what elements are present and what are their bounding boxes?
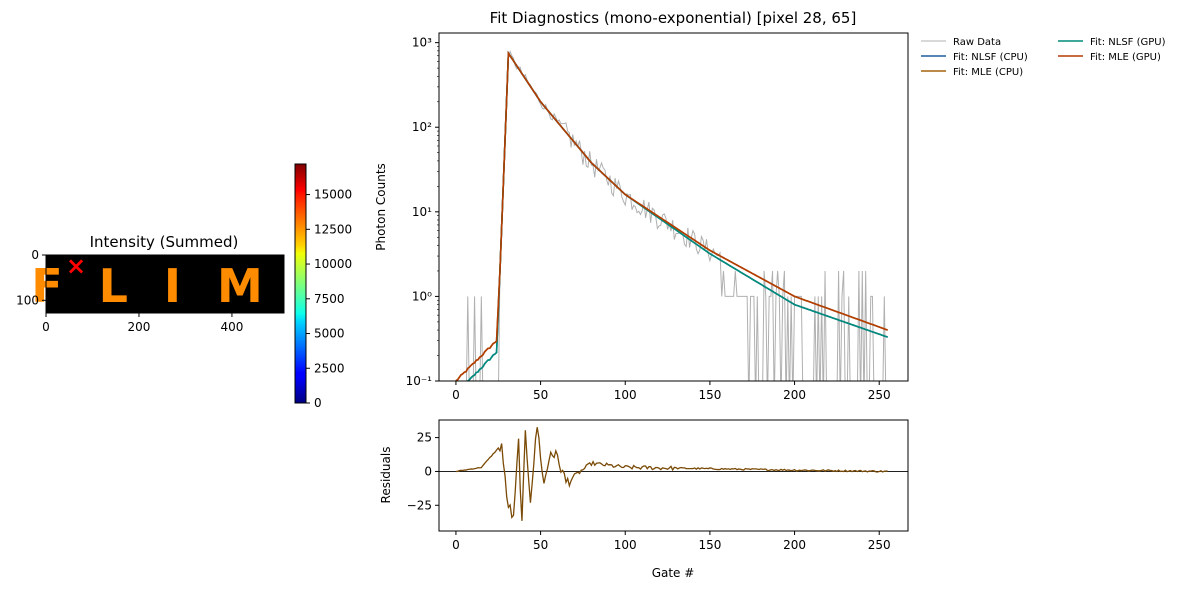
- res-ytick-label: 25: [417, 431, 432, 445]
- residuals-series: [439, 427, 908, 521]
- res-xtick-label: 0: [452, 538, 460, 552]
- intensity-ytick-label: 100: [16, 293, 39, 307]
- intensity-ytick-label: 0: [31, 248, 39, 262]
- intensity-image-letters: FLIM: [31, 259, 299, 313]
- residuals-plot: Residuals Gate # 0 50 100 150 200 250 −25 0 25: [379, 419, 909, 580]
- res-xtick-label: 250: [868, 538, 891, 552]
- intensity-image: [46, 255, 284, 313]
- residuals-ylabel: Residuals: [379, 447, 393, 504]
- colorbar-tick-label: 2500: [314, 361, 345, 375]
- legend-label: Fit: MLE (CPU): [953, 67, 1023, 78]
- fit-xtick-label: 100: [614, 388, 637, 402]
- res-ytick-label: −25: [407, 498, 432, 512]
- colorbar: 0 2500 5000 7500 10000 12500 15000: [294, 163, 352, 410]
- intensity-xtick-label: 0: [42, 320, 50, 334]
- intensity-xtick-label: 200: [128, 320, 151, 334]
- colorbar-tick-label: 10000: [314, 257, 352, 271]
- res-xtick-label: 200: [783, 538, 806, 552]
- fit-plot-ylabel: Photon Counts: [374, 163, 388, 251]
- residuals-line: [455, 427, 888, 521]
- legend-label: Raw Data: [953, 37, 1001, 48]
- legend-label: Fit: MLE (GPU): [1090, 52, 1161, 63]
- fit-ytick-label: 10⁻¹: [406, 374, 433, 388]
- fit-plot-title: Fit Diagnostics (mono-exponential) [pixe…: [490, 9, 857, 27]
- colorbar-tick-label: 12500: [314, 222, 352, 236]
- fit-xtick-label: 200: [783, 388, 806, 402]
- series-line-1: [465, 49, 887, 381]
- residuals-axes: 0 50 100 150 200 250 −25 0 25: [407, 431, 891, 552]
- res-xtick-label: 100: [614, 538, 637, 552]
- colorbar-tick-label: 15000: [314, 188, 352, 202]
- legend-label: Fit: NLSF (GPU): [1090, 37, 1166, 48]
- fit-plot-series: [455, 49, 888, 381]
- fit-ytick-label: 10³: [412, 36, 432, 50]
- colorbar-tick-label: 7500: [314, 292, 345, 306]
- colorbar-gradient: [294, 163, 307, 404]
- colorbar-ticks: 0 2500 5000 7500 10000 12500 15000: [306, 188, 352, 410]
- legend-label: Fit: NLSF (CPU): [953, 52, 1028, 63]
- res-xtick-label: 50: [533, 538, 548, 552]
- legend: Raw Data Fit: NLSF (CPU) Fit: MLE (CPU) Fit…: [921, 37, 1166, 78]
- colorbar-tick-label: 0: [314, 396, 322, 410]
- fit-xtick-label: 50: [533, 388, 548, 402]
- fit-xtick-label: 150: [698, 388, 721, 402]
- fit-ytick-label: 10¹: [412, 205, 432, 219]
- colorbar-tick-label: 5000: [314, 327, 345, 341]
- intensity-frame: [45, 254, 285, 314]
- fit-ytick-label: 10²: [412, 120, 432, 134]
- series-line-5: [455, 50, 888, 381]
- pixel-marker: ×: [66, 252, 86, 280]
- fit-xtick-label: 0: [452, 388, 460, 402]
- residuals-xlabel: Gate #: [652, 566, 695, 580]
- intensity-title: Intensity (Summed): [90, 233, 239, 251]
- fit-xtick-label: 250: [868, 388, 891, 402]
- res-xtick-label: 150: [698, 538, 721, 552]
- fit-plot-axes: 0 50 100 150 200 250 10⁻¹ 10⁰ 10¹ 10² 10³: [406, 36, 891, 402]
- fit-plot-frame: [438, 32, 909, 382]
- series-line-3: [455, 50, 888, 381]
- fit-ytick-label: 10⁰: [412, 289, 432, 303]
- residuals-frame: [438, 419, 909, 532]
- res-ytick-label: 0: [424, 464, 432, 478]
- intensity-xtick-label: 400: [220, 320, 243, 334]
- fit-plot: Fit Diagnostics (mono-exponential) [pixe…: [374, 9, 909, 402]
